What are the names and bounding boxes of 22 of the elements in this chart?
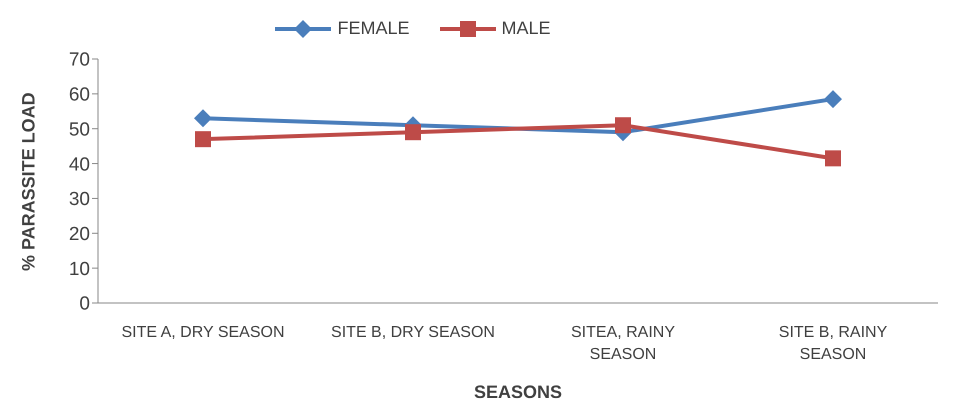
- y-tick-label: 10: [68, 258, 90, 280]
- point: [824, 90, 842, 108]
- y-tick-label: 20: [68, 224, 90, 246]
- y-tick-label: 70: [68, 50, 90, 71]
- x-tick-label: SITE A, DRY SEASON: [121, 324, 285, 341]
- point: [194, 109, 212, 128]
- x-tick-label: SITE B, RAINY SEASON: [778, 324, 888, 363]
- x-tick-label: SITEA, RAINY SEASON: [570, 324, 676, 363]
- y-axis-title: % PARASSITE LOAD: [18, 92, 38, 271]
- y-tick-label: 60: [68, 84, 90, 106]
- point: [405, 124, 421, 140]
- y-tick-label: 40: [68, 154, 90, 176]
- x-axis-title: SEASONS: [474, 382, 562, 402]
- point: [615, 117, 631, 134]
- y-tick-label: 0: [79, 294, 90, 315]
- y-tick-label: 50: [68, 119, 90, 140]
- legend-label: MALE: [500, 18, 551, 39]
- x-tick-label: SITE B, DRY SEASON: [331, 324, 495, 341]
- legend-label: FEMALE: [336, 18, 410, 39]
- point: [195, 131, 211, 148]
- point: [825, 150, 841, 166]
- y-tick-label: 30: [68, 189, 90, 210]
